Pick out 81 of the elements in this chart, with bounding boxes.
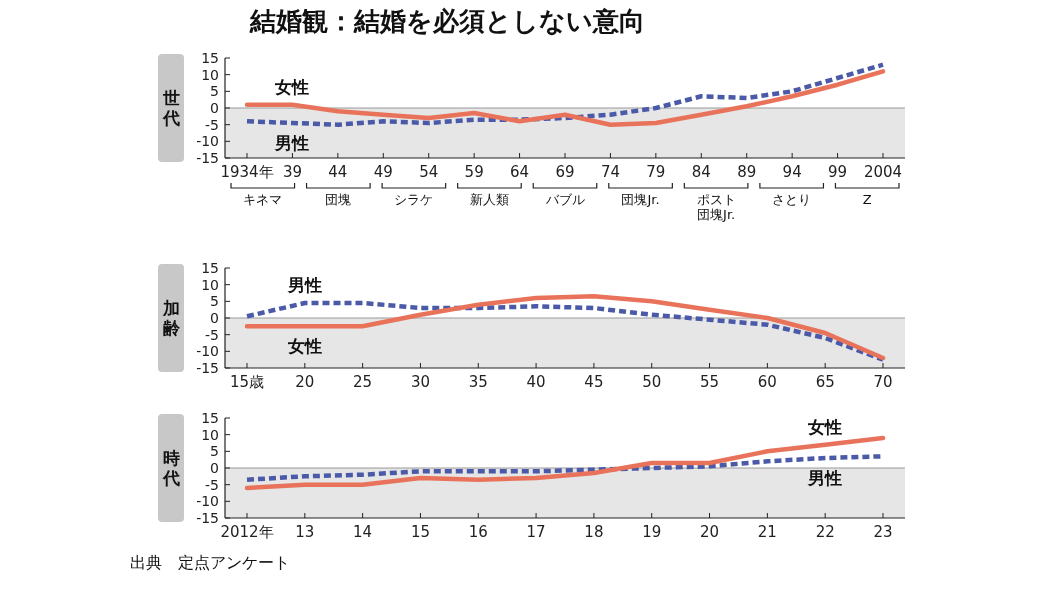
x-tick-label: 55 [700, 373, 720, 391]
x-tick-label: 65 [815, 373, 835, 391]
x-tick-label: 44 [328, 163, 348, 181]
x-tick-label: 20 [700, 523, 720, 541]
line-series [244, 435, 886, 491]
y-tick-label: 0 [210, 310, 219, 326]
y-tick-label: 10 [201, 66, 219, 83]
x-tick-label: 22 [815, 523, 835, 541]
x-tick-label: 50 [642, 373, 662, 391]
series-label: 女性 [274, 76, 310, 97]
x-tick-label: 35 [468, 373, 488, 391]
text: シラケ [394, 192, 434, 207]
text: Z [862, 192, 872, 207]
text: ポスト団塊Jr. [696, 192, 736, 222]
x-tick-label: 20 [295, 373, 315, 391]
x-tick-label: 94 [782, 163, 802, 181]
x-tick-label: 64 [510, 163, 530, 181]
y-tick-label: -10 [196, 493, 219, 510]
x-tick-label: 21 [757, 523, 777, 541]
text: 新人類 [469, 192, 509, 207]
x-tick-label: 84 [691, 163, 711, 181]
x-tick-label: 15歳 [229, 373, 265, 391]
x-tick-label: 15 [410, 523, 430, 541]
y-tick-label: 5 [210, 443, 219, 460]
x-tick-label: 18 [584, 523, 604, 541]
x-tick-label: 17 [526, 523, 546, 541]
text: バブル [544, 192, 585, 207]
x-tick-label: 54 [419, 163, 439, 181]
y-tick-label: 5 [210, 293, 219, 310]
y-tick-label: -10 [196, 133, 219, 150]
x-tick-label: 69 [555, 163, 575, 181]
x-tick-label: 99 [828, 163, 848, 181]
x-tick-label: 39 [282, 163, 302, 181]
x-tick-label: 74 [600, 163, 620, 181]
x-tick-label: 25 [353, 373, 373, 391]
y-axis-title: 時代 [161, 448, 180, 488]
series-label: 男性 [274, 133, 310, 153]
series-label: 男性 [286, 275, 322, 295]
y-tick-label: 10 [201, 276, 219, 293]
y-tick-label: -10 [196, 343, 219, 360]
x-tick-label: 23 [873, 523, 893, 541]
y-tick-label: -5 [205, 116, 219, 133]
series-label: 女性 [807, 416, 843, 437]
x-tick-label: 40 [526, 373, 546, 391]
y-tick-label: 0 [210, 460, 219, 476]
y-tick-label: -15 [196, 360, 219, 376]
text: キネマ [243, 192, 283, 207]
x-tick-label: 79 [646, 163, 666, 181]
y-tick-label: -5 [205, 326, 219, 343]
x-tick-label: 2012年 [220, 523, 274, 541]
x-tick-label: 2004 [863, 163, 903, 181]
y-axis-title: 世代 [161, 88, 180, 128]
y-tick-label: 5 [210, 83, 219, 100]
x-tick-label: 59 [464, 163, 484, 181]
text: 団塊 [325, 192, 352, 207]
y-tick-label: 15 [201, 410, 219, 426]
x-tick-label: 70 [873, 373, 893, 391]
y-axis-title: 加齢 [161, 298, 181, 338]
x-tick-label: 30 [410, 373, 430, 391]
y-tick-label: -15 [196, 150, 219, 166]
x-tick-label: 60 [757, 373, 777, 391]
y-tick-label: 15 [201, 260, 219, 276]
chart-title: 結婚観：結婚を必須としない意向 [249, 6, 645, 36]
x-tick-label: 16 [468, 523, 488, 541]
source-note: 出典 定点アンケート [130, 553, 290, 572]
x-tick-label: 89 [737, 163, 757, 181]
y-tick-label: 15 [201, 50, 219, 66]
y-tick-label: -15 [196, 510, 219, 526]
y-tick-label: -5 [205, 476, 219, 493]
x-tick-label: 13 [295, 523, 315, 541]
x-tick-label: 1934年 [220, 163, 274, 181]
x-tick-label: 14 [353, 523, 373, 541]
x-tick-label: 49 [373, 163, 393, 181]
text: さとり [772, 192, 812, 207]
x-tick-label: 19 [642, 523, 662, 541]
text: 団塊Jr. [621, 192, 660, 207]
series-label: 女性 [286, 336, 322, 357]
series-label: 男性 [807, 468, 843, 488]
x-tick-label: 45 [584, 373, 604, 391]
y-tick-label: 10 [201, 426, 219, 443]
y-tick-label: 0 [210, 100, 219, 116]
